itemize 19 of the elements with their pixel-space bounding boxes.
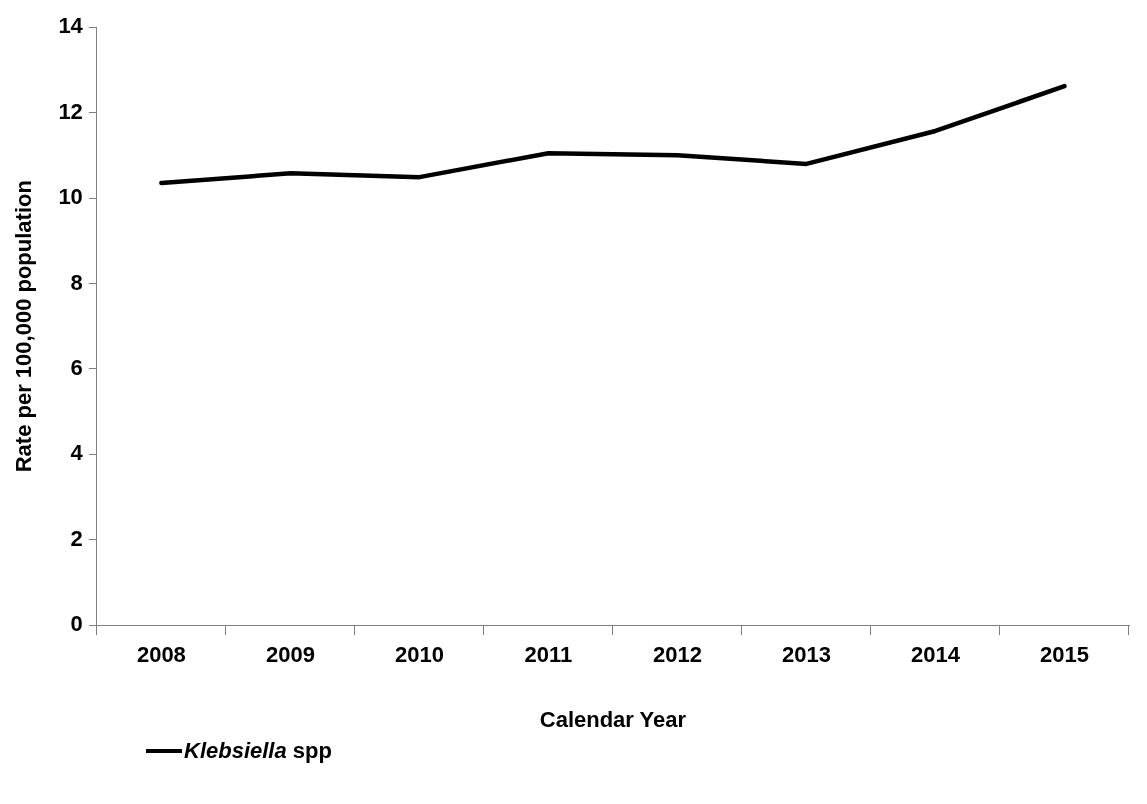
y-tick-label: 2 <box>70 525 83 551</box>
y-tick-label: 4 <box>70 440 84 466</box>
y-tick-label: 10 <box>58 184 83 210</box>
x-tick-label: 2013 <box>781 642 831 668</box>
x-tick-label: 2014 <box>911 642 961 668</box>
x-tick-label: 2012 <box>652 642 702 668</box>
y-tick-label: 6 <box>70 354 83 380</box>
x-tick-label: 2009 <box>265 642 315 668</box>
y-tick-label: 12 <box>58 98 83 124</box>
y-tick-label: 14 <box>58 13 84 39</box>
x-tick-label: 2015 <box>1040 642 1089 668</box>
x-axis-title: Calendar Year <box>539 706 687 732</box>
y-tick-label: 8 <box>70 269 83 295</box>
y-tick-label: 0 <box>70 611 83 637</box>
x-tick-label: 2010 <box>394 642 444 668</box>
x-tick-label: 2011 <box>524 642 573 668</box>
y-axis-title: Rate per 100,000 population <box>11 180 37 473</box>
x-tick-label: 2008 <box>136 642 186 668</box>
legend-label: Klebsiella spp <box>184 738 332 763</box>
